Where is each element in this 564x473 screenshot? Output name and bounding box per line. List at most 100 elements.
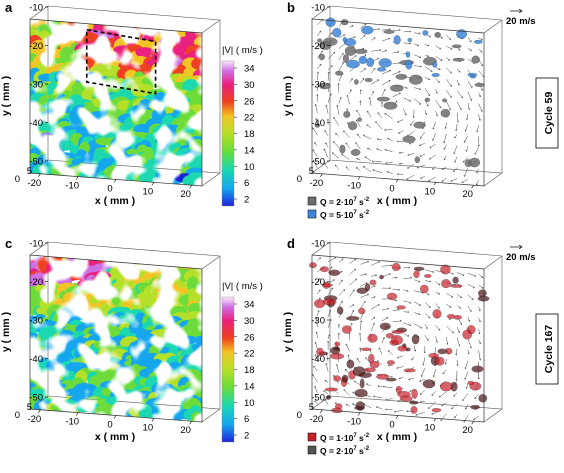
y-tick-label: -40 [29,354,43,365]
x-axis-label: x ( mm ) [377,195,417,207]
cycle-label: Cycle 59 [543,92,555,135]
x-tick-label: -10 [347,181,361,192]
colorbar [221,60,235,207]
velocity-isosurface [30,19,202,186]
box-depth-edge [311,241,331,256]
y-tick-label: -20 [29,277,43,288]
colorbar-tick-label: 14 [244,145,255,156]
y-tick-label: -30 [311,316,325,327]
box-depth-edge [311,159,331,174]
colorbar-tick-label: 22 [244,349,255,360]
x-tick-mark [38,409,41,413]
x-tick-label: -20 [27,414,41,425]
q-isosurfaces [314,17,485,168]
y-tick-label: -20 [311,41,325,52]
x-tick-mark [357,176,361,180]
panel-d: d -10 -20 -30 -40 -50 y ( mm ) -20 -10 0 10 20 x ( m… [282,236,559,456]
y-tick-label: -40 [29,118,43,129]
y-tick-label: -20 [311,277,325,288]
x-tick-label: 0 [107,184,112,195]
box-depth-edge [483,19,503,34]
y-tick-label: -50 [29,393,43,404]
colorbar-tick-label: 2 [244,431,249,442]
x-tick-label: -20 [309,178,323,189]
x-tick-mark [320,173,323,177]
x-tick-mark [433,182,437,186]
legend-swatch [307,432,317,442]
legend-swatch [307,196,317,206]
box-depth-edge [201,19,221,34]
colorbar [221,296,235,443]
x-tick-mark [113,415,117,419]
cycle-box [535,77,559,149]
panel-label: d [287,236,295,251]
colorbar-tick-label: 2 [244,195,249,206]
y-axis-label: y ( mm ) [0,76,12,116]
cycle-label: Cycle 167 [543,325,555,374]
velocity-blobs [30,19,202,186]
z-tick-label: 0 [15,174,20,185]
y-tick-label: -10 [29,3,43,14]
colorbar-tick-label: 26 [244,96,255,107]
x-tick-mark [320,409,323,413]
y-tick-label: -30 [29,316,43,327]
panel-a: a -10-20-30-40-50y ( mm )-20 -10 0 10 20x ( m… [0,0,263,207]
legend-entry: Q = 5·107 s-2 [320,210,370,220]
colorbar-tick-label: 10 [244,398,255,409]
box-depth-edge [29,241,49,256]
panel-label: c [5,236,12,251]
legend-swatch [307,209,317,219]
box-front-face [311,254,485,423]
y-tick-label: -50 [311,393,325,404]
scale-label: 20 m/s [506,16,536,27]
y-axis-label: y ( mm ) [282,76,294,116]
velocity-blobs [30,255,202,422]
y-tick-label: -10 [311,3,325,14]
x-tick-label: 20 [462,189,473,200]
x-tick-label: 20 [462,425,473,436]
scale-arrow-head [518,244,523,250]
x-tick-mark [433,418,437,422]
box-depth-edge [29,5,49,20]
colorbar-tick-label: 30 [244,80,255,91]
x-tick-mark [189,185,192,189]
q-isosurfaces [309,262,490,414]
z-tick-label: 0 [15,410,20,421]
y-tick-label: -50 [29,157,43,168]
x-tick-label: 0 [389,420,394,431]
x-tick-mark [151,182,155,186]
colorbar-tick-label: 34 [244,300,255,311]
y-tick-label: -30 [311,80,325,91]
x-tick-label: 20 [180,189,191,200]
y-axis-label: y ( mm ) [282,312,294,352]
scale-label: 20 m/s [506,252,536,263]
box-depth-edge [311,5,331,20]
y-tick-label: -50 [311,157,325,168]
field-content [30,19,202,186]
box-front-face [311,18,485,187]
plot-box [311,5,503,187]
colorbar-tick-label: 18 [244,129,255,140]
box-front-face [29,254,203,423]
x-tick-label: 10 [425,422,436,433]
box-front-face [29,18,203,187]
x-tick-label: -10 [65,181,79,192]
legend-entry: Q = 2·107 s-2 [320,446,370,456]
panel-label: b [287,0,295,15]
x-axis-label: x ( mm ) [377,431,417,443]
velocity-isosurface [30,255,202,422]
legend-entry: Q = 2·107 s-2 [320,197,370,207]
velocity-vectors [312,18,485,186]
z-tick-label: 0 [297,174,302,185]
x-tick-label: -10 [347,417,361,428]
x-tick-mark [471,421,474,425]
x-tick-mark [151,418,155,422]
x-tick-label: -20 [309,414,323,425]
x-axis-label: x ( mm ) [95,431,135,443]
box-depth-edge [483,408,503,423]
colorbar-tick-label: 10 [244,162,255,173]
cycle-box [535,313,559,385]
x-tick-mark [38,173,41,177]
colorbar-tick-label: 22 [244,113,255,124]
